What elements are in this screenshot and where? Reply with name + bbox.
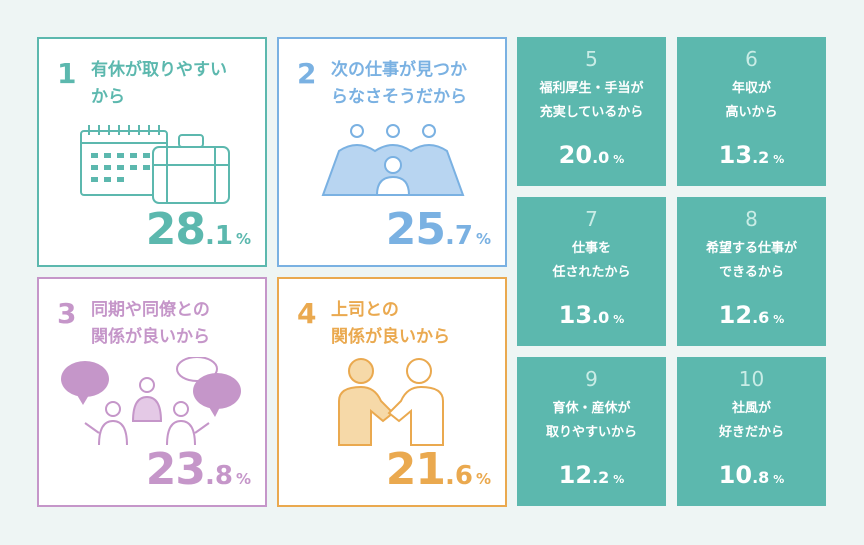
reason-title: 次の仕事が見つか らなさそうだから	[331, 60, 467, 107]
rank-number: 8	[745, 207, 758, 231]
percentage-value: 12.2%	[558, 461, 625, 489]
rank-number: 1	[57, 57, 77, 90]
people-talking-icon	[61, 357, 241, 446]
reason-title: 上司との 関係が良いから	[331, 300, 450, 347]
reason-tile-10: 10 社風が 好きだから 10.8%	[677, 357, 826, 506]
reason-tile-5: 5 福利厚生・手当が 充実しているから 20.0%	[517, 37, 666, 186]
reason-card-4: 4 上司との 関係が良いから 21.6%	[277, 277, 507, 507]
rank-number: 7	[585, 207, 598, 231]
rank-number: 9	[585, 367, 598, 391]
percentage-value: 13.2%	[718, 141, 785, 169]
reason-card-1: 1 有休が取りやすい から 28.1%	[37, 37, 267, 267]
reason-card-2: 2 次の仕事が見つか らなさそうだから 25.7%	[277, 37, 507, 267]
rank-number: 3	[57, 297, 77, 330]
percentage-value: 21.6%	[385, 444, 491, 495]
reason-title: 仕事を 任されたから	[552, 241, 631, 280]
percentage-value: 10.8%	[718, 461, 785, 489]
reason-tile-6: 6 年収が 高いから 13.2%	[677, 37, 826, 186]
reason-card-3: 3 同期や同僚との 関係が良いから 23.8%	[37, 277, 267, 507]
percentage-value: 23.8%	[145, 444, 251, 495]
reason-tile-7: 7 仕事を 任されたから 13.0%	[517, 197, 666, 346]
reason-title: 希望する仕事が できるから	[705, 241, 797, 280]
percentage-value: 12.6%	[718, 301, 785, 329]
rank-number: 10	[738, 367, 765, 391]
reason-title: 福利厚生・手当が 充実しているから	[539, 81, 644, 120]
people-group-icon	[321, 124, 465, 196]
reason-tile-8: 8 希望する仕事が できるから 12.6%	[677, 197, 826, 346]
percentage-value: 28.1%	[145, 204, 251, 255]
reason-title: 年収が 高いから	[725, 81, 778, 120]
rank-number: 6	[745, 47, 758, 71]
percentage-value: 13.0%	[558, 301, 625, 329]
reason-title: 同期や同僚との 関係が良いから	[91, 300, 210, 347]
reason-title: 社風が 好きだから	[718, 401, 784, 440]
percentage-value: 25.7%	[385, 204, 491, 255]
reason-title: 育休・産休が 取りやすいから	[545, 401, 637, 440]
calendar-suitcase-icon	[80, 125, 230, 204]
reason-tile-9: 9 育休・産休が 取りやすいから 12.2%	[517, 357, 666, 506]
handshake-icon	[338, 358, 444, 446]
rank-number: 2	[297, 57, 317, 90]
percentage-value: 20.0%	[558, 141, 625, 169]
rank-number: 5	[585, 47, 598, 71]
reason-title: 有休が取りやすい から	[91, 60, 227, 107]
rank-number: 4	[297, 297, 317, 330]
